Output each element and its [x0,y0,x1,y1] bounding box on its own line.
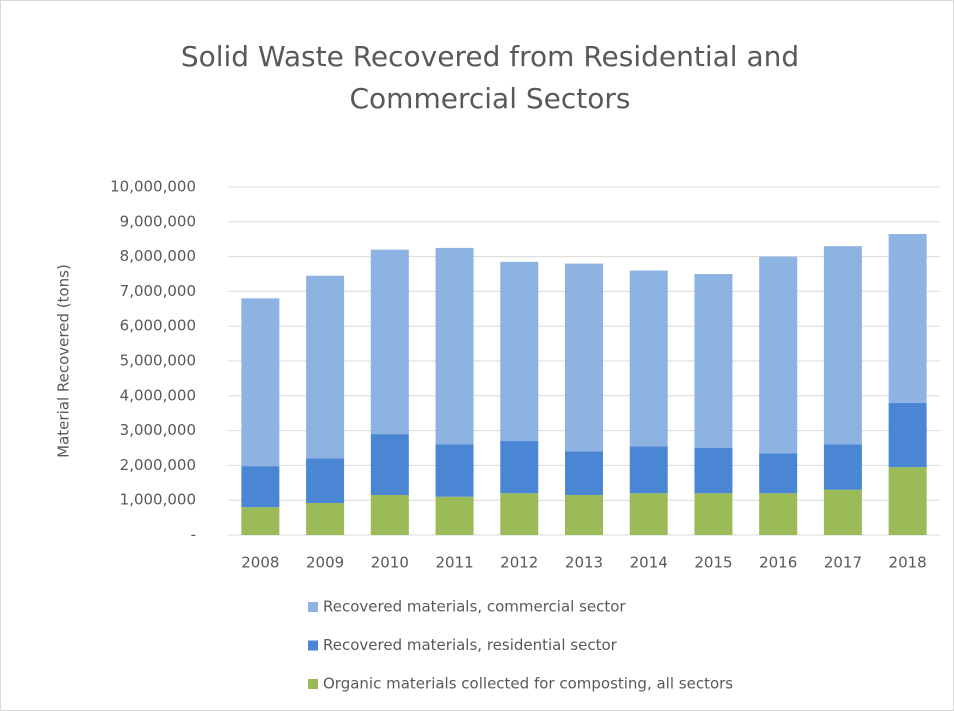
bar-segment [241,466,280,508]
bar-segment [565,494,603,535]
bar-segment [888,467,927,535]
bar-segment [823,246,862,445]
x-tick-label: 2014 [630,554,668,572]
legend-swatch [308,679,318,689]
y-axis-title: Material Recovered (tons) [55,264,73,458]
bar-segment [435,247,474,445]
chart-title: Commercial Sectors [350,82,631,115]
bar-segment [306,275,345,459]
x-tick-label: 2012 [500,554,538,572]
bar-segment [823,444,862,490]
y-tick-label: 2,000,000 [120,456,196,474]
y-tick-label: 1,000,000 [120,491,196,509]
x-tick-label: 2013 [565,554,603,572]
y-tick-label: 9,000,000 [120,212,196,230]
bar-segment [500,493,539,535]
bar-segment [694,448,733,494]
bar-segment [435,444,474,497]
bar-segment [241,507,280,535]
bar-segment [565,451,603,495]
bar-segment [694,493,733,535]
y-tick-label: 8,000,000 [120,247,196,265]
bar-segment [241,298,280,467]
bar-segment [565,263,603,452]
y-tick-label: 5,000,000 [120,352,196,370]
y-tick-label: 4,000,000 [120,386,196,404]
bar-segment [629,493,668,535]
bar-segment [888,402,927,468]
y-tick-label: 3,000,000 [120,421,196,439]
bar-segment [435,496,474,535]
x-tick-label: 2018 [889,554,927,572]
x-tick-label: 2011 [435,554,473,572]
bar-segment [823,489,862,535]
bar-segment [500,441,539,494]
bar-segment [629,270,668,447]
bar-segment [629,446,668,494]
x-tick-label: 2017 [824,554,862,572]
y-tick-label: 10,000,000 [110,178,196,196]
bar-segment [759,256,798,454]
chart-title: Solid Waste Recovered from Residential a… [181,40,799,73]
legend-swatch [308,640,318,651]
bar-segment [370,434,409,495]
x-tick-label: 2015 [694,554,732,572]
y-tick-label: - [191,526,196,544]
legend-label: Organic materials collected for composti… [323,675,733,693]
x-tick-label: 2009 [306,554,344,572]
bar-segment [370,494,409,535]
x-tick-label: 2008 [241,554,279,572]
x-tick-label: 2010 [371,554,409,572]
bar-segment [306,458,345,503]
x-tick-label: 2016 [759,554,797,572]
bar-segment [759,453,798,494]
bar-segment [694,274,733,448]
y-tick-label: 7,000,000 [120,282,196,300]
bar-segment [759,493,798,535]
y-tick-label: 6,000,000 [120,317,196,335]
legend-label: Recovered materials, commercial sector [323,598,626,616]
bar-segment [888,233,927,403]
legend-swatch [308,602,318,612]
bar-segment [500,261,539,442]
legend-label: Recovered materials, residential sector [323,636,618,654]
bar-segment [306,502,345,535]
bar-segment [370,249,409,435]
